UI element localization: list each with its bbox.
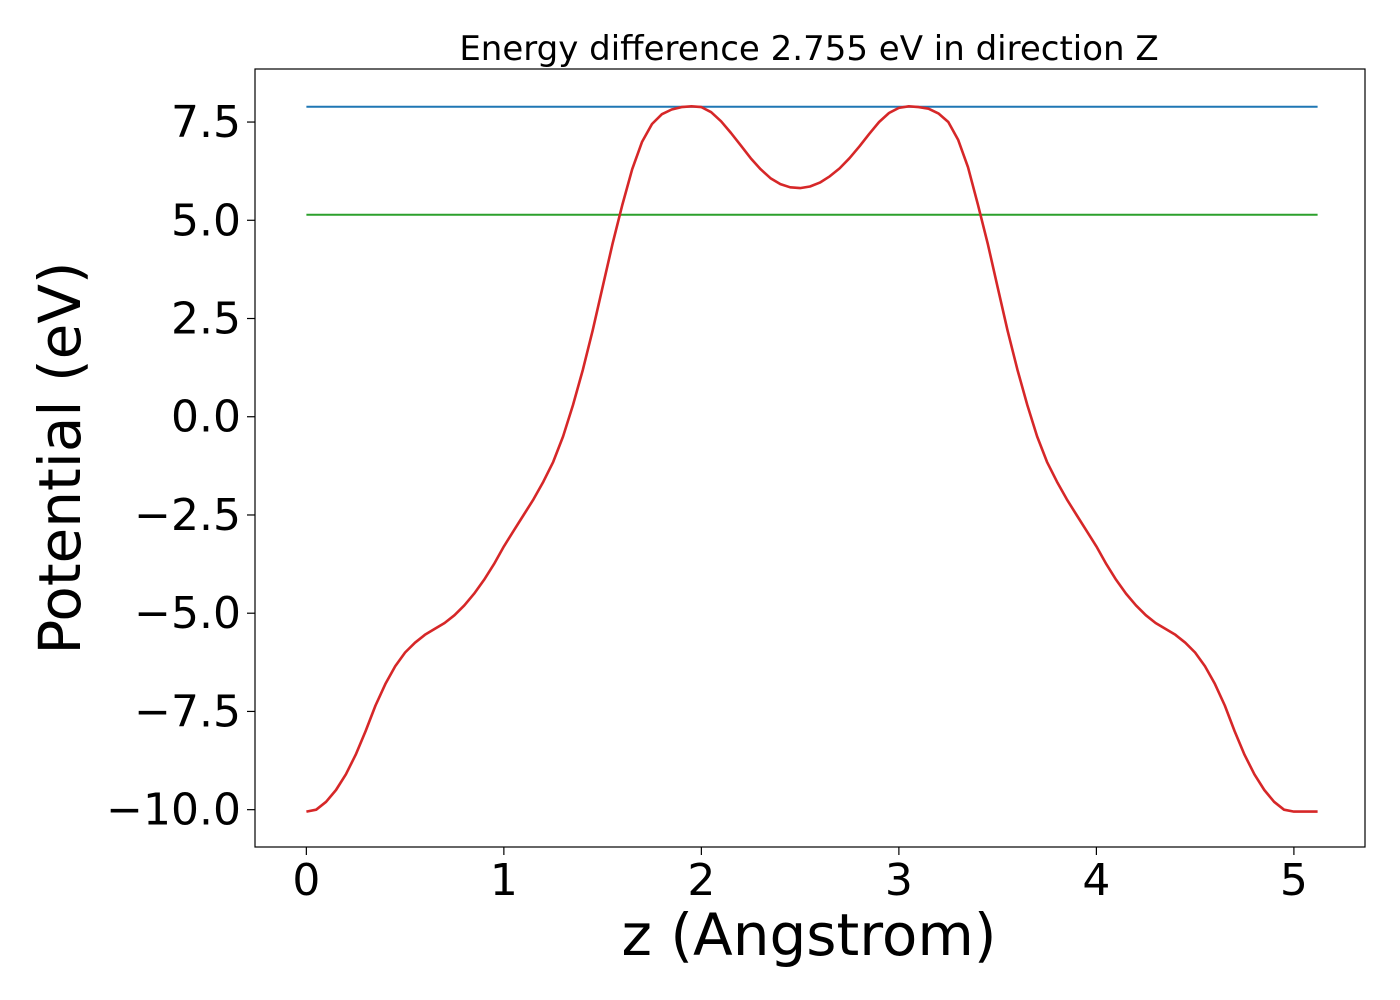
x-tick-label: 0 bbox=[292, 855, 320, 906]
x-axis-label: z (Angstrom) bbox=[622, 901, 997, 969]
y-tick-label: 5.0 bbox=[171, 195, 241, 246]
x-tick-label: 5 bbox=[1280, 855, 1308, 906]
x-tick-label: 4 bbox=[1082, 855, 1110, 906]
y-axis-label: Potential (eV) bbox=[26, 261, 94, 654]
plot-frame bbox=[254, 68, 1366, 848]
x-axis-ticks: 0 1 2 3 4 5 bbox=[292, 847, 1308, 906]
x-tick-label: 1 bbox=[490, 855, 518, 906]
y-tick-label: 2.5 bbox=[171, 294, 241, 345]
y-tick-label: −5.0 bbox=[134, 588, 241, 639]
x-tick-label: 3 bbox=[885, 855, 913, 906]
y-tick-label: 0.0 bbox=[171, 392, 241, 443]
y-tick-label: −7.5 bbox=[134, 686, 241, 737]
y-axis-ticks: −10.0 −7.5 −5.0 −2.5 0.0 2.5 5.0 7.5 bbox=[106, 97, 255, 836]
series-line-2 bbox=[306, 105, 1318, 813]
chart-title: Energy difference 2.755 eV in direction … bbox=[459, 29, 1158, 69]
y-tick-label: −10.0 bbox=[106, 785, 241, 836]
y-tick-label: −2.5 bbox=[134, 490, 241, 541]
x-tick-label: 2 bbox=[687, 855, 715, 906]
y-tick-label: 7.5 bbox=[171, 97, 241, 148]
series-layer bbox=[306, 105, 1318, 813]
